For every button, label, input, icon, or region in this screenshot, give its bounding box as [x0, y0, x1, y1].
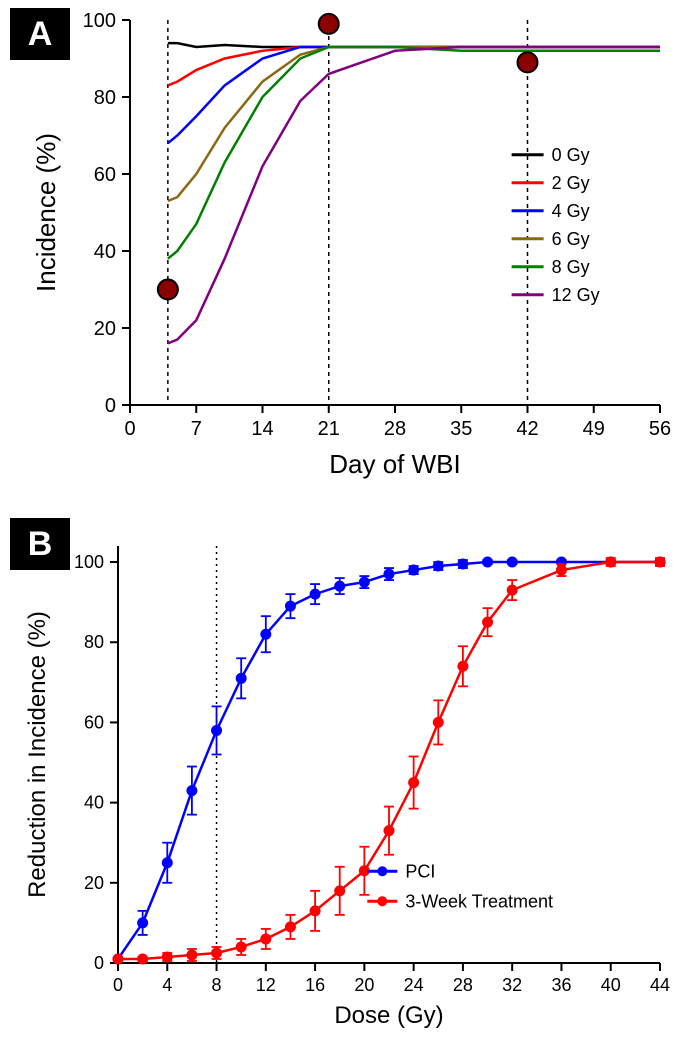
series-marker	[162, 952, 172, 962]
svg-text:0: 0	[105, 395, 116, 417]
svg-text:24: 24	[404, 975, 424, 995]
svg-text:42: 42	[516, 418, 538, 440]
series-line	[118, 562, 660, 959]
series-marker	[261, 629, 271, 639]
svg-text:35: 35	[450, 418, 472, 440]
svg-text:100: 100	[74, 552, 104, 572]
series-marker	[261, 934, 271, 944]
svg-text:60: 60	[94, 164, 116, 186]
chart-b-xlabel: Dose (Gy)	[334, 1002, 443, 1029]
series-marker	[187, 950, 197, 960]
series-marker	[236, 673, 246, 683]
svg-text:36: 36	[551, 975, 571, 995]
series-marker	[138, 918, 148, 928]
chart-a: 0 20 40 60 80 100 0 7 14 21 28 35 42 49 56 Day of WBI In…	[0, 0, 695, 500]
series-marker	[310, 589, 320, 599]
series-marker	[335, 886, 345, 896]
series-marker	[458, 559, 468, 569]
svg-text:40: 40	[94, 241, 116, 263]
series-marker	[556, 565, 566, 575]
series-line	[168, 47, 660, 85]
highlight-marker	[319, 14, 339, 34]
series-line	[168, 47, 660, 143]
legend-item: PCI	[405, 861, 435, 881]
chart-b-ylabel: Reduction in Incidence (%)	[24, 611, 51, 898]
legend-item: 12 Gy	[552, 285, 600, 305]
legend-item: 4 Gy	[552, 201, 590, 221]
svg-text:14: 14	[251, 418, 273, 440]
series-marker	[236, 942, 246, 952]
svg-text:4: 4	[162, 975, 172, 995]
series-marker	[138, 954, 148, 964]
svg-text:40: 40	[601, 975, 621, 995]
svg-text:0: 0	[113, 975, 123, 995]
svg-text:20: 20	[94, 318, 116, 340]
svg-text:28: 28	[384, 418, 406, 440]
chart-a-ylabel: Incidence (%)	[31, 133, 61, 292]
series-marker	[384, 569, 394, 579]
chart-a-xlabel: Day of WBI	[329, 449, 460, 479]
series-marker	[310, 906, 320, 916]
series-marker	[212, 725, 222, 735]
svg-text:7: 7	[191, 418, 202, 440]
svg-text:20: 20	[84, 873, 104, 893]
chart-b: 0 20 40 60 80 100 0 4 8 12 16 20 24 28 32 36 40 44 Dose (G…	[0, 518, 695, 1048]
svg-text:100: 100	[83, 10, 116, 32]
svg-text:40: 40	[84, 793, 104, 813]
series-marker	[483, 617, 493, 627]
svg-text:21: 21	[318, 418, 340, 440]
series-marker	[458, 661, 468, 671]
svg-text:80: 80	[94, 87, 116, 109]
series-marker	[359, 577, 369, 587]
series-marker	[409, 778, 419, 788]
svg-text:44: 44	[650, 975, 670, 995]
highlight-marker	[518, 52, 538, 72]
svg-text:20: 20	[354, 975, 374, 995]
series-marker	[285, 601, 295, 611]
legend-item: 6 Gy	[552, 229, 590, 249]
series-marker	[187, 786, 197, 796]
series-marker	[606, 557, 616, 567]
svg-text:49: 49	[583, 418, 605, 440]
series-marker	[212, 948, 222, 958]
series-marker	[433, 717, 443, 727]
svg-text:16: 16	[305, 975, 325, 995]
series-marker	[433, 561, 443, 571]
svg-text:12: 12	[256, 975, 276, 995]
svg-text:8: 8	[212, 975, 222, 995]
series-line	[118, 562, 660, 959]
highlight-marker	[158, 280, 178, 300]
svg-text:0: 0	[94, 953, 104, 973]
series-marker	[483, 557, 493, 567]
series-marker	[162, 858, 172, 868]
series-marker	[113, 954, 123, 964]
series-marker	[507, 557, 517, 567]
series-marker	[655, 557, 665, 567]
svg-text:56: 56	[649, 418, 671, 440]
svg-text:60: 60	[84, 712, 104, 732]
legend-item: 2 Gy	[552, 173, 590, 193]
svg-text:32: 32	[502, 975, 522, 995]
series-marker	[507, 585, 517, 595]
series-marker	[335, 581, 345, 591]
figure-page: A 0204060801000714212835424956Day of WBI…	[0, 0, 695, 1050]
legend-item: 3-Week Treatment	[405, 891, 553, 911]
legend-item: 0 Gy	[552, 145, 590, 165]
legend-item: 8 Gy	[552, 257, 590, 277]
svg-text:80: 80	[84, 632, 104, 652]
series-marker	[409, 565, 419, 575]
svg-text:0: 0	[124, 418, 135, 440]
series-marker	[384, 826, 394, 836]
series-marker	[285, 922, 295, 932]
svg-text:28: 28	[453, 975, 473, 995]
